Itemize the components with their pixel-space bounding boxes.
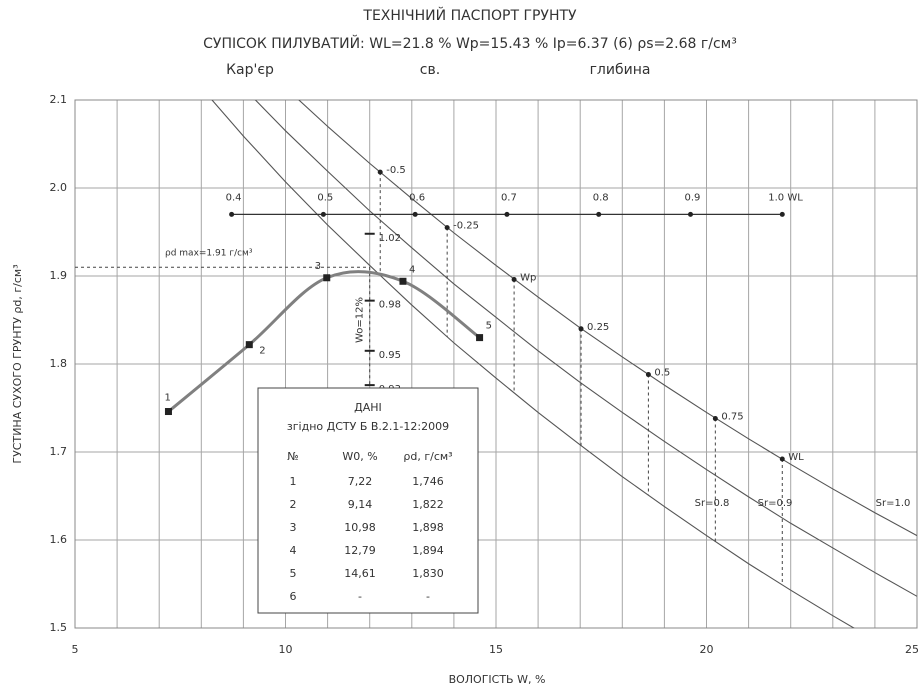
ratio-point [504,211,510,217]
ratio-point [688,211,694,217]
table-cell: 2 [290,498,297,511]
point-label: 0.5 [654,368,670,379]
compaction-point [323,274,331,282]
point-label: -0.5 [386,165,406,176]
table-cell: 1,822 [412,498,444,511]
point-label: 5 [486,321,492,332]
w-opt-label: Wo=12% [355,297,366,343]
ratio-label: 0.7 [501,192,517,203]
ratio-point [229,211,235,217]
consistency-point [444,225,450,231]
table-header: № [287,450,298,463]
chart-subtitle: СУПІСОК ПИЛУВАТИЙ: WL=21.8 % Wp=15.43 % … [203,34,737,52]
y-axis-label: ГУСТИНА СУХОГО ГРУНТУ ρd, г/см³ [11,264,24,463]
y-tick-label: 1.7 [50,445,68,458]
y-tick-label: 1.8 [50,357,68,370]
plot-frame [74,99,918,629]
compaction-point [245,341,253,349]
point-label: 0.25 [587,322,609,333]
table-cell: 4 [290,544,297,557]
point-label: 4 [409,264,415,275]
y-tick-label: 1.5 [50,621,68,634]
table-cell: 12,79 [344,544,376,557]
data-table [257,387,479,614]
table-cell: 1,894 [412,544,444,557]
x-tick-label: 10 [279,643,293,656]
table-cell: 10,98 [344,521,376,534]
ratio-label: 1.0 WL [768,192,803,203]
table-cell: 3 [290,521,297,534]
ratio-label: 0.4 [226,192,242,203]
ratio-label: 0.5 [317,192,333,203]
table-subtitle: згідно ДСТУ Б В.2.1-12:2009 [287,420,449,433]
compaction-point [476,334,484,342]
saturation-curve [298,100,917,537]
y-tick-label: 1.9 [50,269,68,282]
ratio-label: 0.9 [685,192,701,203]
x-tick-label: 20 [700,643,714,656]
table-cell: 6 [290,590,297,603]
point-label: -0.25 [453,221,479,232]
chart-title: ТЕХНІЧНИЙ ПАСПОРТ ГРУНТУ [362,6,577,24]
legend-label: Sr=1.0 [876,498,911,509]
point-label: Wp [520,273,536,284]
table-cell: 14,61 [344,567,376,580]
point-label: 1 [164,393,170,404]
table-cell: 1,898 [412,521,444,534]
ratio-label: 0.6 [409,192,425,203]
ratio-point [320,211,326,217]
table-title: ДАНІ [354,401,382,414]
legend-label: Sr=0.8 [695,498,730,509]
consistency-point [578,326,584,332]
y-tick-label: 1.6 [50,533,68,546]
compaction-curve [167,270,481,413]
table-cell: 7,22 [348,475,373,488]
x-tick-label: 15 [489,643,503,656]
consistency-point [645,372,651,378]
compaction-point [164,408,172,416]
point-label: 0.75 [721,412,743,423]
x-axis-label: ВОЛОГІСТЬ W, % [449,673,546,686]
ratio-point [412,211,418,217]
y-tick-label: 2.0 [50,181,68,194]
consistency-point [511,277,517,283]
table-cell: - [426,590,430,603]
table-cell: 9,14 [348,498,373,511]
k-label: 0.95 [379,350,401,361]
info-label: глибина [590,62,651,78]
plot-layer: 5 10 15 20 251.51.61.71.81.92.02.1Sr=0.8 Sr=0… [50,93,919,656]
table-cell: 5 [290,567,297,580]
ratio-point [779,211,785,217]
consistency-point [712,416,718,422]
k-label: 1.02 [379,233,401,244]
info-label: св. [420,62,440,78]
ratio-point [596,211,602,217]
point-label: 3 [315,261,321,272]
rho-max-label: ρd max=1.91 г/см³ [165,249,253,259]
y-tick-label: 2.1 [50,93,68,106]
x-tick-label: 25 [905,643,919,656]
ratio-label: 0.8 [593,192,609,203]
legend-label: Sr=0.9 [758,498,793,509]
plot-clip [211,100,917,628]
point-label: WL [788,452,804,463]
saturation-curve [211,100,855,628]
point-label: 2 [259,346,265,357]
k-label: 0.98 [379,300,401,311]
table-cell: - [358,590,362,603]
table-cell: 1,830 [412,567,444,580]
compaction-point [399,277,407,285]
saturation-curve [254,100,917,597]
consistency-point [779,456,785,462]
table-cell: 1 [290,475,297,488]
table-header: W0, % [342,450,377,463]
table-header: ρd, г/см³ [403,450,452,463]
info-label: Кар'єр [226,62,274,78]
x-tick-label: 5 [72,643,79,656]
consistency-point [377,169,383,175]
table-cell: 1,746 [412,475,444,488]
